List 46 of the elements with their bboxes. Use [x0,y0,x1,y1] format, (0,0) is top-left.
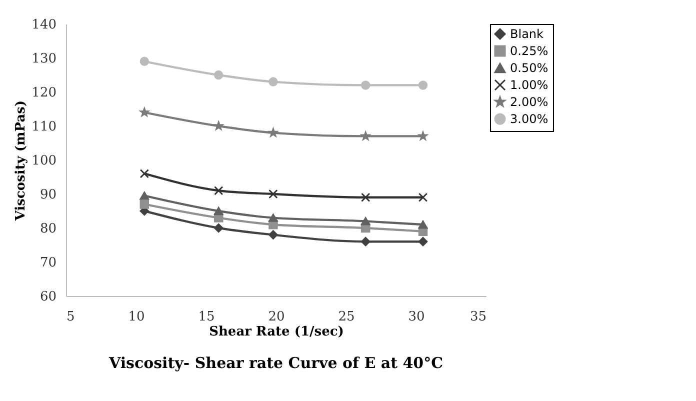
x-tick-label: 35 [470,310,486,324]
point [360,217,370,226]
y-tick-label: 110 [32,120,56,134]
legend-label: 0.25% [510,44,548,58]
point [214,206,224,216]
y-axis-title: Viscosity (mPas) [14,100,29,222]
point [360,236,370,246]
point [268,214,278,222]
x-tick-label: 10 [128,310,145,324]
point [360,80,370,90]
point [268,230,278,240]
x-tick-label: 25 [338,310,355,324]
point [214,70,224,80]
legend-label: 2.00% [510,95,548,109]
y-tick-label: 100 [32,154,56,168]
y-tick-label: 130 [32,52,56,66]
y-tick-label: 60 [40,290,56,304]
x-tick-label: 30 [408,310,425,324]
y-tick-label: 80 [40,222,56,236]
y-tick-label: 90 [40,188,56,202]
point [140,168,150,178]
x-tick-label: 5 [66,310,75,324]
point [360,192,370,202]
point [140,192,150,200]
point [418,192,428,202]
y-tick-label: 120 [32,86,56,100]
point [214,121,224,130]
point [140,200,150,209]
x-axis-title: Shear Rate (1/sec) [209,324,344,340]
text: Viscosity- Shear rate Curve of E at 40°C [108,354,444,372]
legend-label: 1.00% [510,78,548,92]
point [140,56,150,66]
legend-label: 3.00% [510,112,548,126]
point [418,236,428,246]
y-tick-label: 140 [32,18,56,32]
point [268,189,278,199]
x-tick-label: 15 [198,310,215,324]
legend-label: 0.50% [510,61,548,75]
legend-label: Blank [510,27,544,41]
point [418,80,428,90]
x-tick-label: 20 [268,310,285,324]
point [268,77,278,86]
point [418,220,428,229]
y-tick-label: 70 [40,256,56,270]
point [214,186,224,196]
point [214,223,224,233]
